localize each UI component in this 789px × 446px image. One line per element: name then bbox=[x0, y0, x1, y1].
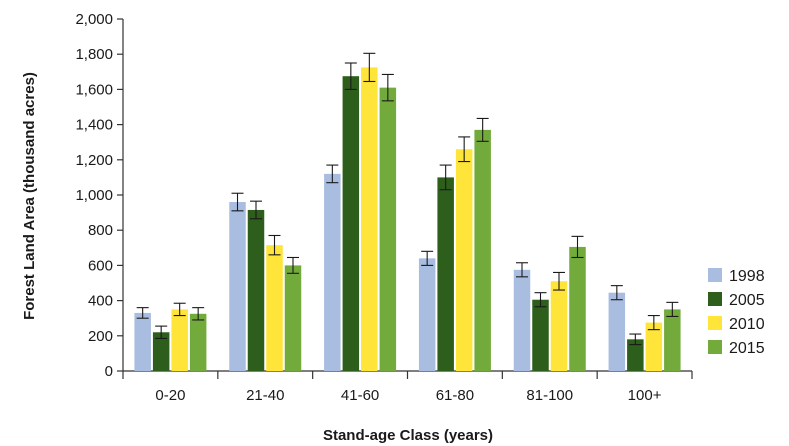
legend-swatch-2010 bbox=[708, 316, 722, 330]
x-axis: 0-20 21-40 41-60 61-80 81-100 100+ bbox=[122, 370, 693, 404]
y-tick-label: 0 bbox=[105, 363, 113, 380]
y-tick-label: 200 bbox=[88, 328, 113, 345]
bar-2010-0-20 bbox=[171, 309, 188, 371]
bar-2015-100+ bbox=[664, 309, 681, 371]
bar-2010-61-80 bbox=[455, 149, 473, 371]
bar-2015-61-80 bbox=[474, 129, 491, 371]
bar-1998-100+ bbox=[608, 292, 626, 371]
bar-2005-100+ bbox=[627, 339, 644, 371]
legend-swatch-2015 bbox=[708, 340, 722, 354]
x-tick-label: 0-20 bbox=[155, 387, 185, 404]
y-tick-label: 800 bbox=[88, 222, 113, 239]
bar-2010-41-60 bbox=[361, 67, 378, 372]
bar-1998-0-20 bbox=[134, 312, 151, 371]
y-tick-label: 1,200 bbox=[75, 152, 113, 169]
bar-2015-21-40 bbox=[284, 265, 302, 371]
legend-label-2005: 2005 bbox=[729, 292, 765, 309]
bar-1998-21-40 bbox=[229, 202, 246, 371]
x-tick-label: 100+ bbox=[628, 387, 662, 404]
bar-2015-81-100 bbox=[569, 246, 586, 371]
bar-2005-0-20 bbox=[152, 332, 170, 371]
legend-label-2015: 2015 bbox=[729, 340, 765, 357]
bars bbox=[134, 67, 681, 372]
y-tick-label: 400 bbox=[88, 293, 113, 310]
x-tick-label: 41-60 bbox=[341, 387, 379, 404]
bar-1998-41-60 bbox=[324, 173, 341, 371]
bar-2010-81-100 bbox=[550, 281, 568, 371]
y-tick-label: 1,000 bbox=[75, 187, 113, 204]
bar-2010-21-40 bbox=[266, 245, 283, 371]
legend-swatch-2005 bbox=[708, 292, 722, 306]
error-bars bbox=[136, 52, 679, 346]
legend-label-2010: 2010 bbox=[729, 316, 765, 333]
y-tick-label: 600 bbox=[88, 257, 113, 274]
y-axis: 0 200 400 600 800 1,000 1,200 1,400 1,600 1,800 2,… bbox=[75, 11, 124, 380]
bar-1998-61-80 bbox=[418, 258, 436, 371]
y-tick-label: 1,600 bbox=[75, 81, 113, 98]
bar-2015-0-20 bbox=[189, 313, 207, 371]
y-tick-label: 2,000 bbox=[75, 11, 113, 28]
y-axis-title: Forest Land Area (thousand acres) bbox=[21, 72, 38, 320]
bar-2005-61-80 bbox=[437, 177, 454, 371]
y-tick-label: 1,400 bbox=[75, 117, 113, 134]
x-tick-label: 21-40 bbox=[246, 387, 284, 404]
bar-2005-81-100 bbox=[532, 299, 549, 371]
x-tick-label: 81-100 bbox=[526, 387, 573, 404]
x-axis-title: Stand-age Class (years) bbox=[323, 427, 493, 444]
bar-1998-81-100 bbox=[513, 269, 531, 371]
bar-2005-41-60 bbox=[342, 76, 360, 371]
bar-2010-100+ bbox=[645, 322, 663, 371]
bar-2015-41-60 bbox=[379, 87, 397, 371]
y-tick-label: 1,800 bbox=[75, 46, 113, 63]
legend-swatch-1998 bbox=[708, 268, 722, 282]
legend: 1998 2005 2010 2015 bbox=[708, 268, 765, 357]
bar-2005-21-40 bbox=[247, 209, 265, 371]
x-tick-label: 61-80 bbox=[436, 387, 474, 404]
legend-label-1998: 1998 bbox=[729, 268, 765, 285]
